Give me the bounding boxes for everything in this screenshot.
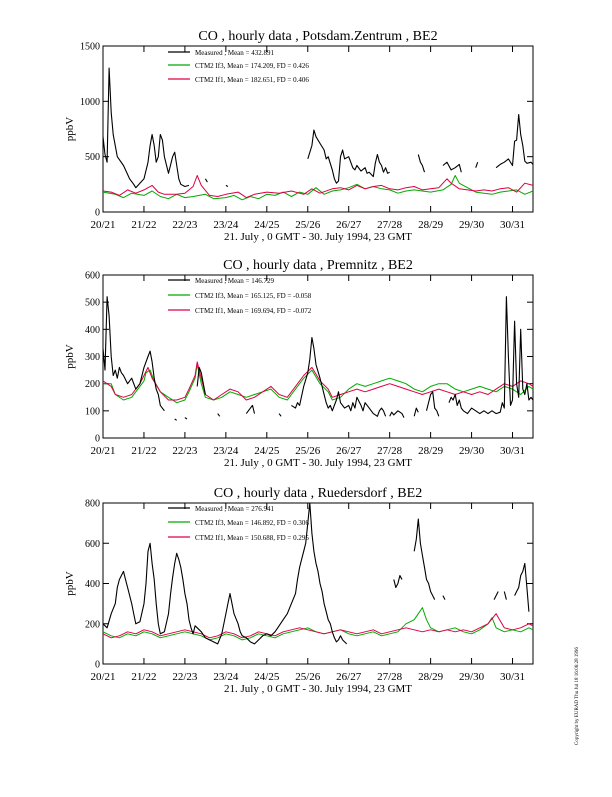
x-tick-label: 24/25 xyxy=(254,671,280,683)
x-tick-label: 20/21 xyxy=(90,671,115,683)
series-line-2 xyxy=(102,361,534,401)
x-tick-label: 27/28 xyxy=(377,671,403,683)
x-tick-label: 28/29 xyxy=(418,445,444,457)
x-axis-label: 21. July , 0 GMT - 30. July 1994, 23 GMT xyxy=(224,231,412,243)
legend-label: CTM2 If3, Mean = 146.892, FD = 0.306 xyxy=(195,519,309,527)
x-tick-label: 25/26 xyxy=(295,445,321,457)
series-line-1 xyxy=(102,607,534,641)
x-tick-label: 28/29 xyxy=(418,219,444,231)
y-tick-label: 1500 xyxy=(80,42,100,53)
x-tick-label: 21/22 xyxy=(131,219,156,231)
x-tick-label: 20/21 xyxy=(90,219,115,231)
x-tick-label: 30/31 xyxy=(500,445,525,457)
series-line-2 xyxy=(102,175,534,199)
x-tick-label: 27/28 xyxy=(377,445,403,457)
y-tick-label: 100 xyxy=(85,406,100,417)
legend-label: Measured , Mean = 276.941 xyxy=(195,505,274,513)
y-tick-label: 400 xyxy=(85,325,100,336)
x-tick-label: 22/23 xyxy=(172,445,198,457)
x-tick-label: 23/24 xyxy=(213,219,239,231)
legend-label: CTM2 If1, Mean = 150.688, FD = 0.295 xyxy=(195,534,309,542)
y-axis-label: ppbV xyxy=(64,571,76,596)
y-tick-label: 500 xyxy=(85,152,100,163)
copyright-text: Copyright by EURAD Thu Jul 18 16:06:28 1… xyxy=(575,647,580,745)
x-tick-label: 23/24 xyxy=(213,671,239,683)
legend-label: Measured , Mean = 146.729 xyxy=(195,277,274,285)
x-tick-label: 29/30 xyxy=(459,219,485,231)
y-axis-label: ppbV xyxy=(64,117,76,142)
series-line-0 xyxy=(102,296,534,421)
x-tick-label: 25/26 xyxy=(295,671,321,683)
x-tick-label: 24/25 xyxy=(254,445,280,457)
y-tick-label: 0 xyxy=(95,208,100,219)
x-tick-label: 25/26 xyxy=(295,219,321,231)
legend-label: CTM2 If1, Mean = 169.694, FD = -0.072 xyxy=(195,307,312,315)
x-tick-label: 20/21 xyxy=(90,445,115,457)
x-tick-label: 26/27 xyxy=(336,671,362,683)
series-line-0 xyxy=(102,67,534,189)
plot-frame xyxy=(102,274,534,439)
y-tick-label: 200 xyxy=(85,619,100,630)
legend-label: CTM2 If3, Mean = 165.125, FD = -0.058 xyxy=(195,292,312,300)
x-axis-label: 21. July , 0 GMT - 30. July 1994, 23 GMT xyxy=(224,683,412,695)
x-tick-label: 26/27 xyxy=(336,219,362,231)
x-tick-label: 30/31 xyxy=(500,219,525,231)
y-tick-label: 400 xyxy=(85,579,100,590)
chart-title: CO , hourly data , Ruedersdorf , BE2 xyxy=(214,486,422,501)
y-tick-label: 600 xyxy=(85,539,100,550)
x-tick-label: 29/30 xyxy=(459,445,485,457)
x-tick-label: 22/23 xyxy=(172,671,198,683)
y-tick-label: 0 xyxy=(95,660,100,671)
x-tick-label: 21/22 xyxy=(131,445,156,457)
legend-label: Measured , Mean = 432.891 xyxy=(195,49,274,57)
chart-title: CO , hourly data , Premnitz , BE2 xyxy=(223,258,413,273)
x-tick-label: 30/31 xyxy=(500,671,525,683)
y-tick-label: 800 xyxy=(85,499,100,510)
series-line-0 xyxy=(102,502,530,645)
legend-label: CTM2 If3, Mean = 174.209, FD = 0.426 xyxy=(195,62,309,70)
x-tick-label: 28/29 xyxy=(418,671,444,683)
y-tick-label: 0 xyxy=(95,434,100,445)
x-tick-label: 22/23 xyxy=(172,219,198,231)
y-tick-label: 500 xyxy=(85,298,100,309)
x-tick-label: 24/25 xyxy=(254,219,280,231)
y-axis-label: ppbV xyxy=(64,344,76,369)
y-tick-label: 200 xyxy=(85,379,100,390)
legend-label: CTM2 If1, Mean = 182.651, FD = 0.406 xyxy=(195,76,309,84)
chart-title: CO , hourly data , Potsdam.Zentrum , BE2 xyxy=(198,29,437,44)
x-axis-label: 21. July , 0 GMT - 30. July 1994, 23 GMT xyxy=(224,457,412,469)
x-tick-label: 27/28 xyxy=(377,219,403,231)
series-line-2 xyxy=(102,613,534,639)
y-tick-label: 600 xyxy=(85,271,100,282)
series-line-1 xyxy=(102,175,534,201)
plot-frame xyxy=(102,45,534,213)
x-tick-label: 26/27 xyxy=(336,445,362,457)
x-tick-label: 23/24 xyxy=(213,445,239,457)
y-tick-label: 300 xyxy=(85,352,100,363)
y-tick-label: 1000 xyxy=(80,97,100,108)
plot-frame xyxy=(102,502,534,665)
x-tick-label: 21/22 xyxy=(131,671,156,683)
x-tick-label: 29/30 xyxy=(459,671,485,683)
copyright-note: Copyright by EURAD Thu Jul 18 16:06:28 1… xyxy=(575,647,580,745)
